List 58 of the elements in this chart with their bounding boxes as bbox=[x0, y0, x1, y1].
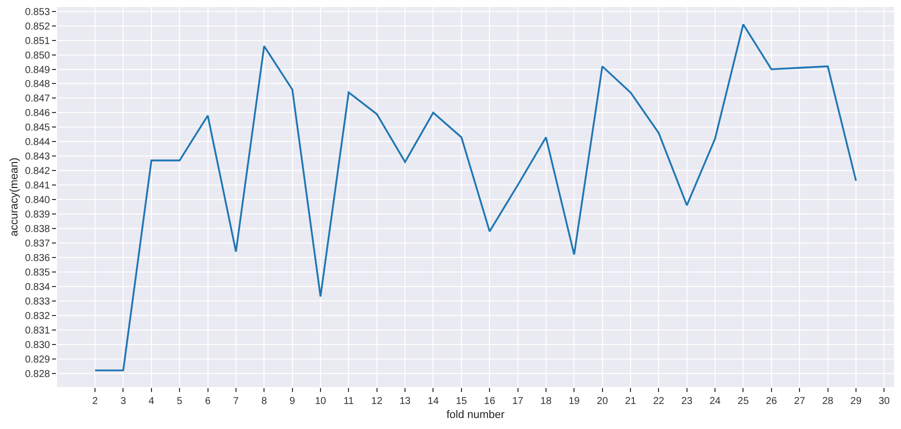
x-tick-label: 11 bbox=[343, 396, 354, 407]
y-tick-label: 0.833 bbox=[24, 296, 50, 308]
y-tick-label: 0.835 bbox=[24, 267, 50, 278]
y-tick-label: 0.842 bbox=[24, 166, 50, 178]
y-tick-label: 0.834 bbox=[24, 282, 50, 293]
y-tick-label: 0.832 bbox=[24, 310, 50, 322]
y-tick-label: 0.839 bbox=[24, 210, 50, 221]
x-tick-label: 9 bbox=[290, 396, 296, 407]
x-tick-label: 24 bbox=[709, 396, 722, 407]
y-tick-label: 0.843 bbox=[24, 152, 50, 163]
x-tick-label: 5 bbox=[176, 396, 183, 407]
x-tick-label: 12 bbox=[371, 396, 383, 407]
y-tick-label: 0.828 bbox=[24, 368, 50, 380]
x-tick-label: 27 bbox=[794, 396, 806, 407]
y-tick-label: 0.844 bbox=[24, 137, 50, 148]
x-tick-label: 4 bbox=[148, 396, 155, 407]
y-tick-label: 0.848 bbox=[24, 79, 50, 90]
x-tick-label: 26 bbox=[766, 396, 778, 407]
y-tick-label: 0.845 bbox=[24, 122, 50, 134]
y-tick-label: 0.840 bbox=[24, 195, 50, 206]
y-tick-label: 0.838 bbox=[24, 224, 50, 235]
y-tick-label: 0.852 bbox=[24, 21, 50, 32]
x-tick-label: 13 bbox=[399, 396, 412, 407]
y-tick-label: 0.853 bbox=[24, 6, 50, 18]
y-tick-label: 0.849 bbox=[24, 64, 50, 76]
x-tick-label: 14 bbox=[428, 396, 440, 407]
x-tick-label: 18 bbox=[540, 396, 552, 407]
x-tick-label: 29 bbox=[850, 396, 862, 407]
x-tick-label: 25 bbox=[738, 396, 750, 407]
x-tick-label: 15 bbox=[456, 396, 468, 407]
x-tick-label: 23 bbox=[681, 396, 693, 407]
x-tick-label: 6 bbox=[204, 396, 211, 407]
y-axis-title: accuracy(mean) bbox=[8, 158, 21, 236]
x-tick-label: 22 bbox=[653, 396, 665, 407]
y-tick-label: 0.851 bbox=[24, 36, 50, 47]
x-tick-label: 30 bbox=[878, 396, 890, 407]
x-tick-label: 7 bbox=[233, 396, 240, 407]
x-tick-label: 8 bbox=[261, 396, 268, 407]
x-tick-label: 17 bbox=[512, 396, 524, 407]
y-tick-label: 0.829 bbox=[24, 354, 50, 366]
y-tick-label: 0.831 bbox=[24, 325, 50, 336]
y-tick-label: 0.847 bbox=[24, 94, 50, 105]
y-tick-label: 0.841 bbox=[24, 180, 50, 192]
x-axis-title: fold number bbox=[446, 409, 505, 422]
x-tick-label: 3 bbox=[120, 396, 126, 407]
x-tick-label: 19 bbox=[568, 396, 580, 407]
x-tick-label: 10 bbox=[314, 396, 326, 407]
y-tick-label: 0.850 bbox=[24, 50, 50, 62]
x-tick-label: 2 bbox=[92, 396, 98, 407]
y-tick-label: 0.837 bbox=[24, 238, 50, 250]
y-tick-label: 0.830 bbox=[24, 340, 50, 351]
x-tick-label: 20 bbox=[596, 396, 608, 407]
y-tick-label: 0.836 bbox=[24, 252, 50, 264]
x-tick-label: 28 bbox=[822, 396, 834, 407]
x-tick-label: 16 bbox=[484, 396, 496, 407]
line-series bbox=[94, 23, 857, 372]
y-tick-label: 0.846 bbox=[24, 108, 50, 120]
x-tick-label: 21 bbox=[624, 396, 636, 407]
